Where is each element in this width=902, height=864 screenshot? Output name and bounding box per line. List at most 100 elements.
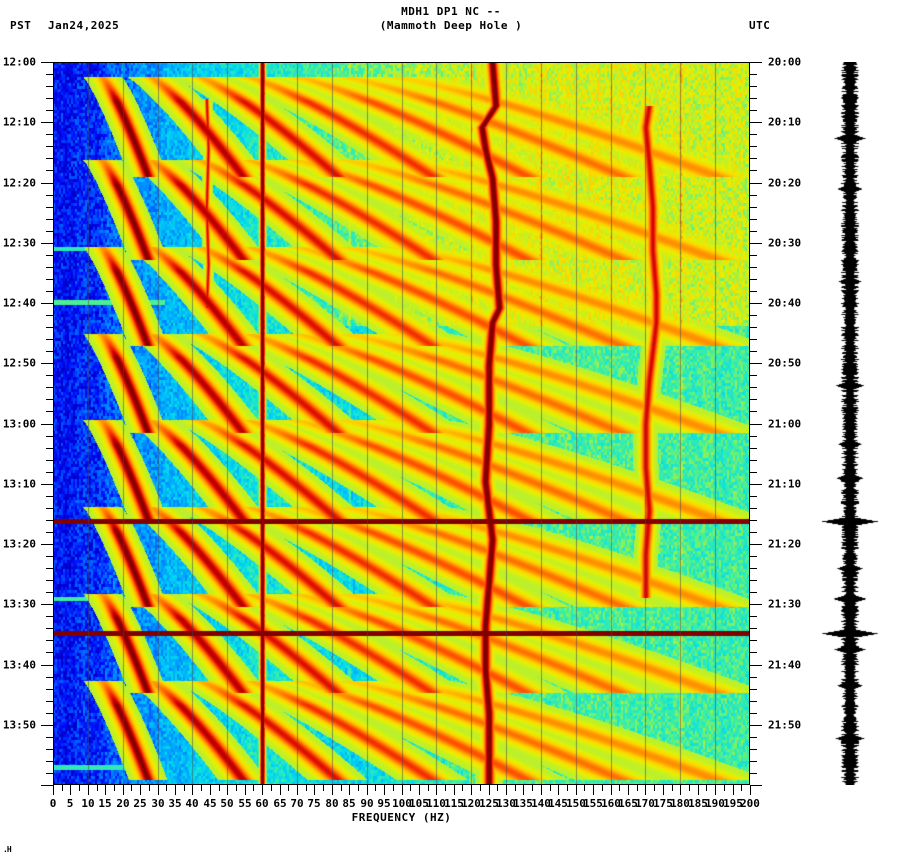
x-tick [166, 785, 167, 791]
y-tick-left [46, 640, 53, 641]
y-tick-right [750, 484, 762, 485]
x-tick [53, 785, 54, 795]
y-tick-left [46, 749, 53, 750]
x-tick [532, 785, 533, 791]
x-axis-label: 45 [203, 797, 217, 810]
x-tick [611, 785, 612, 795]
x-tick [70, 785, 71, 795]
x-tick [410, 785, 411, 791]
x-tick [576, 785, 577, 795]
x-axis-label: 15 [98, 797, 112, 810]
x-tick [288, 785, 289, 791]
x-tick [245, 785, 246, 795]
y-tick-left [46, 701, 53, 702]
x-tick [219, 785, 220, 791]
y-tick-right [750, 677, 757, 678]
y-tick-left [46, 74, 53, 75]
x-axis-label: 65 [273, 797, 287, 810]
x-axis-label: 115 [444, 797, 464, 810]
y-tick-right [750, 399, 757, 400]
y-tick-left [46, 219, 53, 220]
y-axis-right-label: 21:20 [768, 537, 802, 551]
x-axis-label: 110 [426, 797, 446, 810]
y-tick-left [46, 689, 53, 690]
x-axis-label: 200 [740, 797, 760, 810]
y-tick-right [750, 255, 757, 256]
x-tick [358, 785, 359, 791]
y-tick-right [750, 267, 757, 268]
x-tick [297, 785, 298, 795]
y-tick-left [46, 652, 53, 653]
corner-artifact-mark: .H [3, 845, 12, 854]
y-tick-right [750, 448, 757, 449]
y-axis-right-label: 21:30 [768, 597, 802, 611]
y-axis-left-label: 13:00 [2, 417, 36, 431]
y-tick-right [750, 411, 757, 412]
x-axis-label: 95 [377, 797, 391, 810]
x-tick [105, 785, 106, 795]
y-tick-left [46, 616, 53, 617]
y-tick-left [46, 195, 53, 196]
x-tick [97, 785, 98, 791]
x-axis-label: 125 [479, 797, 499, 810]
x-axis-label: 190 [705, 797, 725, 810]
y-tick-left [41, 183, 53, 184]
x-tick [584, 785, 585, 791]
x-axis-label: 120 [461, 797, 481, 810]
y-axis-left-label: 13:20 [2, 537, 36, 551]
x-tick [733, 785, 734, 795]
y-tick-left [46, 231, 53, 232]
x-tick [567, 785, 568, 791]
header-bar: PST Jan24,2025 MDH1 DP1 NC -- (Mammoth D… [0, 0, 902, 56]
x-tick [724, 785, 725, 791]
y-tick-left [41, 785, 53, 786]
x-axis-label: 75 [307, 797, 321, 810]
y-tick-right [750, 592, 757, 593]
y-tick-right [750, 62, 762, 63]
y-tick-right [750, 689, 757, 690]
y-tick-left [41, 544, 53, 545]
x-tick [480, 785, 481, 791]
x-tick [192, 785, 193, 795]
x-tick [349, 785, 350, 795]
y-tick-right [750, 628, 757, 629]
x-tick [715, 785, 716, 795]
x-axis-label: 55 [238, 797, 252, 810]
y-axis-right-label: 20:00 [768, 55, 802, 69]
x-axis-label: 195 [723, 797, 743, 810]
y-tick-right [750, 520, 757, 521]
y-tick-left [41, 725, 53, 726]
y-tick-right [750, 544, 762, 545]
x-axis-label: 85 [342, 797, 356, 810]
x-tick [123, 785, 124, 795]
y-axis-right-ticks [750, 62, 766, 786]
spectrogram-image [53, 62, 750, 785]
station-name-title: (Mammoth Deep Hole ) [379, 19, 523, 32]
x-tick [114, 785, 115, 791]
y-tick-left [46, 411, 53, 412]
y-tick-right [750, 98, 757, 99]
x-axis-label: 155 [583, 797, 603, 810]
x-tick [428, 785, 429, 791]
x-tick [402, 785, 403, 795]
y-tick-left [41, 122, 53, 123]
y-tick-left [46, 508, 53, 509]
y-tick-right [750, 207, 757, 208]
spectrogram-plot[interactable] [53, 62, 750, 785]
y-tick-left [46, 98, 53, 99]
y-tick-right [750, 134, 757, 135]
y-axis-right-label: 20:50 [768, 356, 802, 370]
x-tick [280, 785, 281, 795]
y-tick-right [750, 375, 757, 376]
y-tick-left [46, 532, 53, 533]
x-tick [698, 785, 699, 795]
y-tick-left [46, 460, 53, 461]
y-tick-right [750, 701, 757, 702]
y-axis-left-labels: 12:00 12:10 12:20 12:30 12:40 12:50 13:00 13:10… [3, 56, 54, 785]
y-tick-right [750, 327, 757, 328]
timezone-label-left: PST [10, 19, 32, 32]
x-tick [541, 785, 542, 795]
x-tick [489, 785, 490, 795]
station-code-title: MDH1 DP1 NC -- [401, 5, 501, 18]
y-tick-left [41, 484, 53, 485]
